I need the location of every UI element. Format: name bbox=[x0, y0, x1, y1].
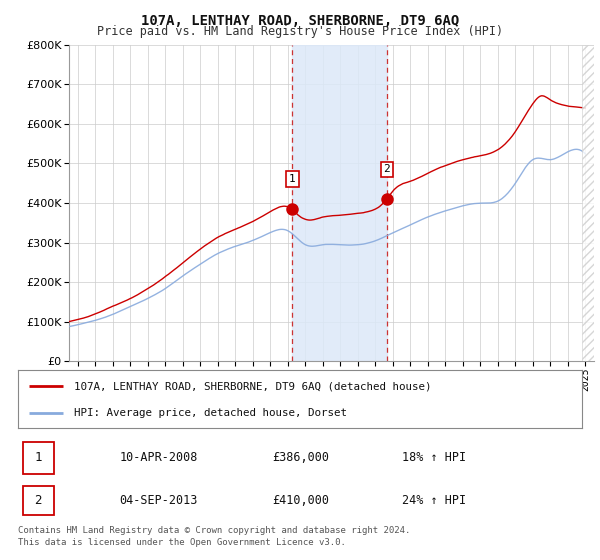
Text: 2: 2 bbox=[383, 165, 391, 174]
Text: 2: 2 bbox=[34, 494, 42, 507]
Text: 24% ↑ HPI: 24% ↑ HPI bbox=[401, 494, 466, 507]
FancyBboxPatch shape bbox=[23, 486, 53, 515]
Text: 18% ↑ HPI: 18% ↑ HPI bbox=[401, 451, 466, 464]
Text: 1: 1 bbox=[34, 451, 42, 464]
Text: 04-SEP-2013: 04-SEP-2013 bbox=[119, 494, 198, 507]
Text: 10-APR-2008: 10-APR-2008 bbox=[119, 451, 198, 464]
Text: 107A, LENTHAY ROAD, SHERBORNE, DT9 6AQ (detached house): 107A, LENTHAY ROAD, SHERBORNE, DT9 6AQ (… bbox=[74, 381, 432, 391]
Text: HPI: Average price, detached house, Dorset: HPI: Average price, detached house, Dors… bbox=[74, 408, 347, 418]
Text: Price paid vs. HM Land Registry's House Price Index (HPI): Price paid vs. HM Land Registry's House … bbox=[97, 25, 503, 38]
Text: £410,000: £410,000 bbox=[272, 494, 329, 507]
Text: 107A, LENTHAY ROAD, SHERBORNE, DT9 6AQ: 107A, LENTHAY ROAD, SHERBORNE, DT9 6AQ bbox=[141, 14, 459, 28]
FancyBboxPatch shape bbox=[23, 442, 53, 474]
Bar bbox=[292, 45, 387, 361]
Bar bbox=[582, 45, 594, 361]
Text: Contains HM Land Registry data © Crown copyright and database right 2024.
This d: Contains HM Land Registry data © Crown c… bbox=[18, 526, 410, 547]
Text: £386,000: £386,000 bbox=[272, 451, 329, 464]
Text: 1: 1 bbox=[289, 174, 296, 184]
